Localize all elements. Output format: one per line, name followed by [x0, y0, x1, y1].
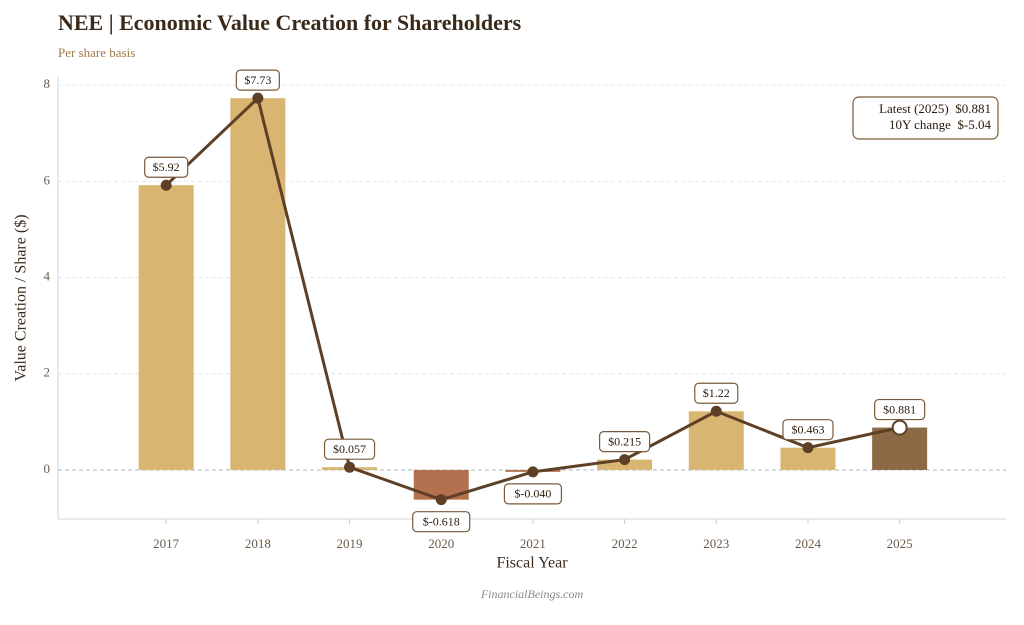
point-marker: [802, 442, 814, 454]
x-axis-label: Fiscal Year: [496, 555, 568, 572]
point-marker: [252, 92, 264, 104]
x-tick-label: 2020: [428, 536, 454, 551]
value-label: $-0.040: [514, 487, 551, 501]
bar: [230, 98, 286, 470]
y-tick-label: 0: [44, 461, 51, 476]
value-label-box: [874, 398, 926, 421]
bar: [138, 185, 194, 470]
x-tick-label: 2018: [245, 536, 271, 551]
value-label: $1.22: [703, 386, 730, 400]
value-label-box: [235, 69, 280, 91]
value-label: $0.463: [791, 422, 824, 436]
y-tick-label: 4: [44, 269, 51, 284]
value-label: $-0.618: [423, 514, 460, 528]
value-label-box: [503, 483, 563, 505]
point-marker: [435, 494, 447, 506]
x-tick-label: 2022: [612, 536, 638, 551]
point-marker: [344, 461, 356, 473]
annotation-box: [852, 96, 999, 140]
x-tick-label: 2024: [795, 536, 822, 551]
value-label-box: [412, 511, 471, 533]
chart-title: NEE | Economic Value Creation for Shareh…: [58, 10, 522, 35]
point-marker: [619, 454, 631, 466]
value-label: $0.881: [883, 402, 916, 416]
annotation-text: 10Y change $-5.04: [889, 117, 992, 132]
y-tick-label: 6: [44, 172, 51, 187]
chart-subtitle: Per share basis: [58, 45, 135, 60]
point-marker: [710, 405, 722, 417]
x-tick-label: 2023: [703, 536, 729, 551]
point-marker: [891, 419, 908, 436]
y-tick-label: 8: [44, 76, 51, 91]
x-tick-label: 2017: [153, 536, 180, 551]
value-label-box: [598, 431, 651, 453]
x-tick-label: 2019: [337, 536, 363, 551]
value-label-box: [694, 382, 739, 404]
value-label: $5.92: [153, 160, 180, 174]
bar: [780, 447, 836, 470]
point-marker: [160, 179, 172, 191]
y-tick-label: 2: [44, 365, 51, 380]
value-label-box: [144, 156, 189, 178]
source: FinancialBeings.com: [480, 587, 584, 601]
x-tick-label: 2025: [887, 536, 913, 551]
point-marker: [527, 466, 539, 478]
value-label: $0.057: [333, 442, 366, 456]
value-label: $0.215: [608, 434, 641, 448]
value-label: $7.73: [244, 73, 271, 87]
y-axis-label: Value Creation / Share ($): [13, 214, 30, 381]
x-tick-label: 2021: [520, 536, 546, 551]
annotation-text: Latest (2025) $0.881: [879, 101, 991, 116]
value-label-box: [782, 419, 834, 441]
value-label-box: [323, 438, 376, 460]
